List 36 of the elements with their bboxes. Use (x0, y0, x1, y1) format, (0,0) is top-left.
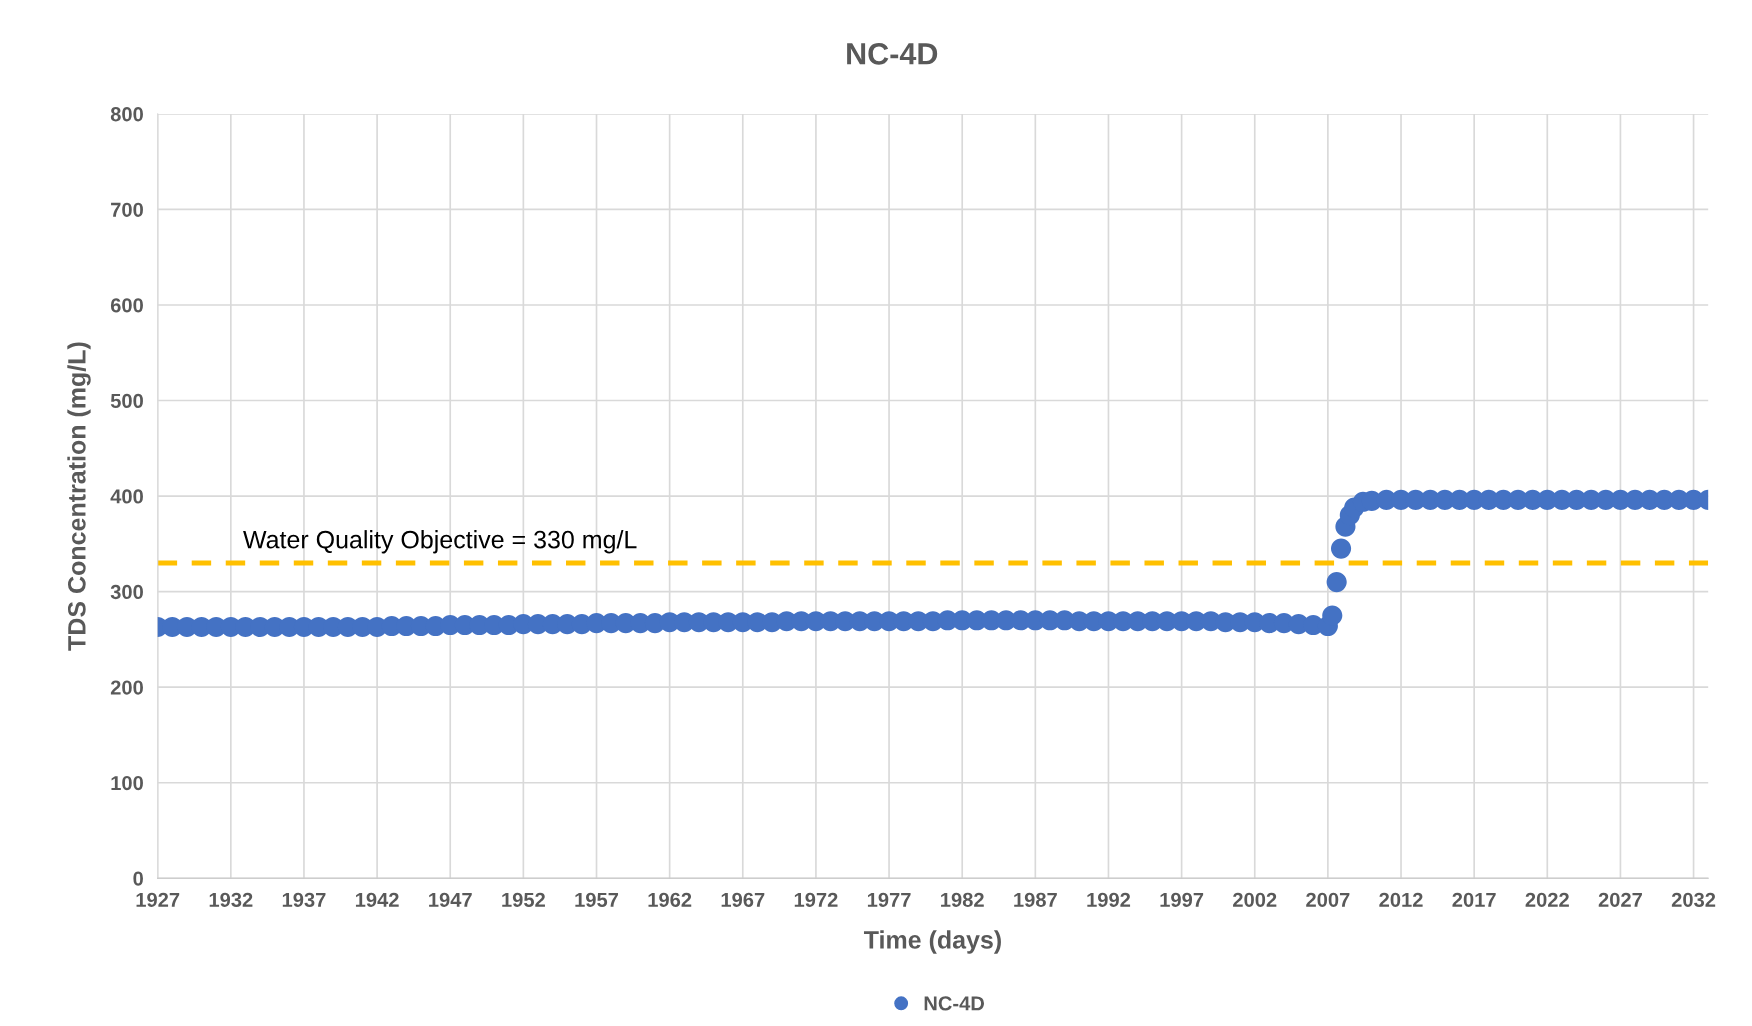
x-tick-label: 1942 (355, 892, 399, 907)
x-tick-label: 2007 (1306, 892, 1350, 907)
x-tick-label: 1992 (1087, 892, 1131, 907)
x-tick-label: 2002 (1233, 892, 1277, 907)
x-tick-label: 1982 (941, 892, 984, 907)
x-tick-label: 2032 (1671, 892, 1716, 907)
x-tick-label: 1962 (648, 892, 692, 907)
y-tick-label: 200 (110, 680, 143, 695)
y-axis-title: TDS Concentration (mg/L) (67, 342, 91, 651)
chart-title: NC-4D (847, 43, 938, 65)
x-tick-label: 1977 (867, 892, 911, 907)
x-tick-label: 2012 (1379, 892, 1423, 907)
x-tick-label: 1932 (209, 892, 253, 907)
y-tick-label: 0 (133, 871, 143, 886)
legend-label: NC-4D (924, 996, 985, 1011)
y-tick-label: 800 (110, 107, 143, 122)
y-tick-label: 400 (110, 489, 143, 504)
y-tick-label: 700 (111, 202, 143, 217)
x-tick-label: 1972 (794, 892, 838, 907)
x-tick-label: 1952 (502, 892, 545, 907)
x-tick-label: 1957 (575, 892, 619, 907)
x-tick-label: 2022 (1525, 892, 1569, 907)
x-axis-title: Time (days) (863, 930, 1001, 954)
x-tick-label: 1947 (429, 892, 472, 907)
y-tick-label: 100 (111, 775, 143, 791)
y-tick-label: 300 (110, 584, 143, 600)
x-tick-label: 2017 (1452, 892, 1496, 907)
x-tick-label: 1937 (282, 892, 326, 907)
y-tick-label: 500 (110, 393, 143, 409)
ref-line-label: Water Quality Objective = 330 mg/L (243, 530, 637, 554)
y-tick-label: 600 (110, 298, 143, 313)
x-tick-label: 1967 (721, 892, 765, 907)
x-tick-label: 2027 (1598, 892, 1642, 907)
x-tick-label: 1927 (136, 892, 180, 907)
x-tick-label: 1987 (1014, 892, 1057, 907)
x-tick-label: 1997 (1160, 892, 1204, 907)
